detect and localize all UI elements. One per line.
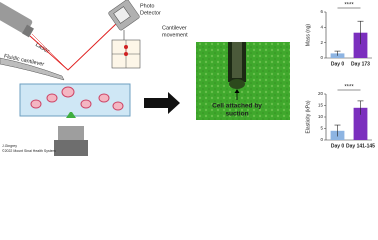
y-axis-label: Mass (ng) — [305, 24, 311, 47]
y-tick-label: 4 — [320, 25, 323, 30]
caption: Cell attached by — [212, 103, 262, 110]
x-tick-label: Day 173 — [351, 61, 370, 67]
pointer — [234, 89, 240, 93]
cantilever-movement-label: Cantilever — [162, 25, 187, 31]
micrograph — [196, 42, 290, 120]
culture-dish — [19, 83, 131, 117]
cantilever-movement-label: movement — [162, 32, 188, 38]
y-tick-label: 0 — [320, 137, 323, 142]
significance: **** — [344, 3, 354, 9]
credit: J.Gingrey — [2, 144, 17, 148]
photo-detector-label: Photo — [140, 3, 154, 9]
significance: **** — [344, 85, 354, 91]
fluidic-cantilever — [0, 57, 65, 81]
y-tick-label: 15 — [318, 103, 324, 108]
y-tick-label: 0 — [320, 55, 323, 60]
x-tick-label: Day 0 — [331, 143, 345, 149]
detector-grid — [111, 39, 141, 69]
y-tick-label: 2 — [320, 40, 323, 45]
y-tick-label: 20 — [318, 91, 324, 96]
arrow — [144, 92, 180, 114]
objective — [54, 112, 88, 156]
y-tick-label: 10 — [318, 114, 324, 119]
x-tick-label: Day 0 — [331, 61, 345, 67]
laser-beam — [31, 19, 121, 71]
bar — [353, 32, 368, 58]
laser-device — [0, 2, 34, 38]
y-axis-label: Elasticity (kPa) — [305, 100, 311, 133]
photo-detector — [108, 0, 140, 31]
photo-detector-label: Detector — [140, 10, 161, 16]
bar — [353, 107, 368, 140]
y-tick-label: 6 — [320, 9, 323, 14]
credit: ©2022 Mount Sinai Health System — [2, 149, 56, 153]
y-tick-label: 5 — [320, 126, 323, 131]
figure: Laser Photo Detector Cantilever movement… — [0, 0, 375, 156]
caption: suction — [225, 111, 248, 118]
x-tick-label: Day 141-145 — [346, 143, 375, 149]
